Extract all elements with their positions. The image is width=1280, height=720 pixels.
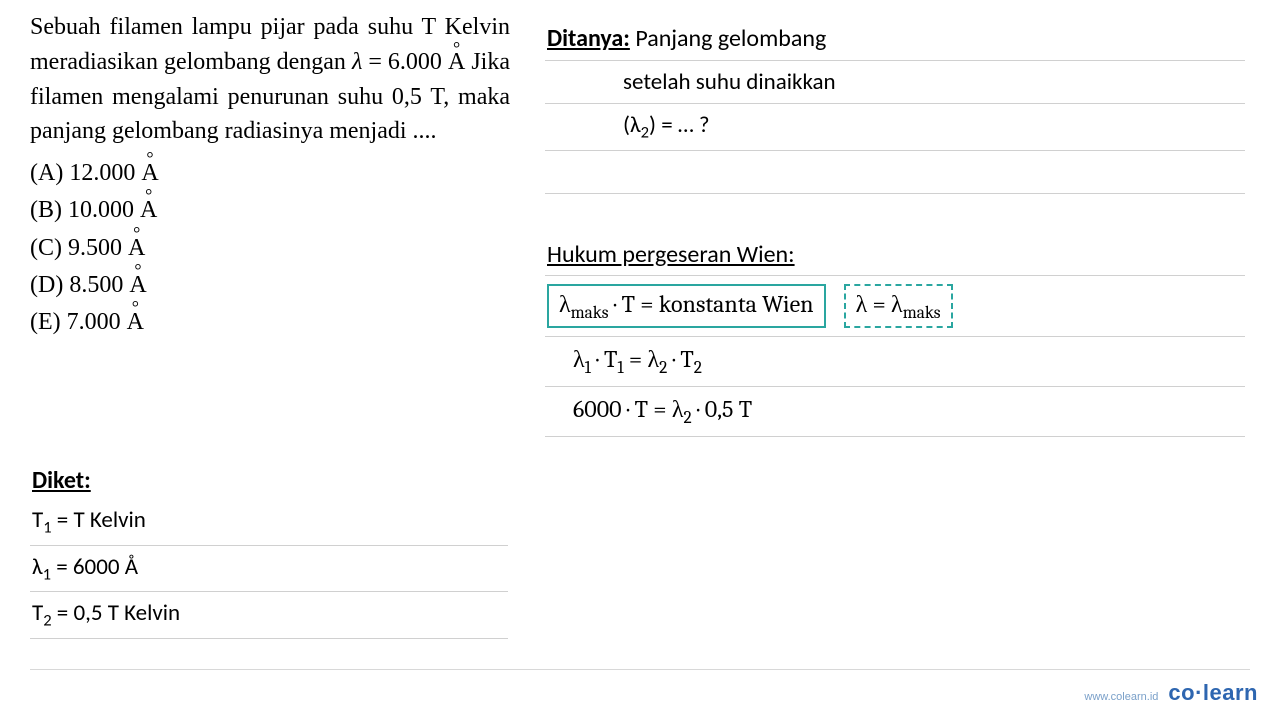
angstrom-unit: A	[140, 192, 157, 229]
answer-options: (A) 12.000 A (B) 10.000 A (C) 9.500 A (D…	[30, 155, 510, 341]
wien-title: Hukum pergeseran Wien:	[545, 234, 1245, 276]
option-a: (A) 12.000 A	[30, 155, 510, 192]
diket-block: Diket: T1 = T Kelvin λ1 = 6000 Å T2 = 0,…	[30, 462, 508, 639]
diket-row-2: λ1 = 6000 Å	[30, 546, 508, 593]
right-column: Ditanya: Panjang gelombang setelah suhu …	[545, 20, 1245, 437]
angstrom-unit: A	[127, 304, 144, 341]
ditanya-line-3: (λ2) = … ?	[545, 104, 1245, 151]
diket-row-1: T1 = T Kelvin	[30, 499, 508, 546]
ditanya-text-1: Panjang gelombang	[635, 24, 826, 53]
option-b: (B) 10.000 A	[30, 192, 510, 229]
ditanya-line-2: setelah suhu dinaikkan	[545, 61, 1245, 104]
diket-row-3: T2 = 0,5 T Kelvin	[30, 592, 508, 639]
footer: www.colearn.id co·learn	[1084, 680, 1258, 706]
footer-url: www.colearn.id	[1084, 691, 1158, 703]
ditanya-blank	[545, 151, 1245, 194]
option-d: (D) 8.500 A	[30, 267, 510, 304]
footer-brand: co·learn	[1168, 680, 1258, 706]
option-c: (C) 9.500 A	[30, 230, 510, 267]
ditanya-label: Ditanya:	[547, 24, 630, 53]
page: Sebuah filamen lampu pijar pada suhu T K…	[0, 0, 1280, 720]
wien-eq-1: λ1 · T1 = λ2 · T2	[545, 337, 1245, 387]
wien-formula-box: λmaks · T = konstanta Wien	[547, 284, 826, 329]
left-column: Sebuah filamen lampu pijar pada suhu T K…	[30, 10, 510, 341]
wien-lambda-box: λ = λmaks	[844, 284, 953, 329]
ditanya-line-1: Ditanya: Panjang gelombang	[545, 20, 1245, 61]
option-e: (E) 7.000 A	[30, 304, 510, 341]
problem-text: Sebuah filamen lampu pijar pada suhu T K…	[30, 10, 510, 149]
wien-eq-2: 6000 · T = λ2 · 0,5 T	[545, 387, 1245, 437]
wien-box-row: λmaks · T = konstanta Wien λ = λmaks	[545, 276, 1245, 338]
bottom-rule	[30, 669, 1250, 670]
diket-title: Diket:	[30, 462, 508, 499]
